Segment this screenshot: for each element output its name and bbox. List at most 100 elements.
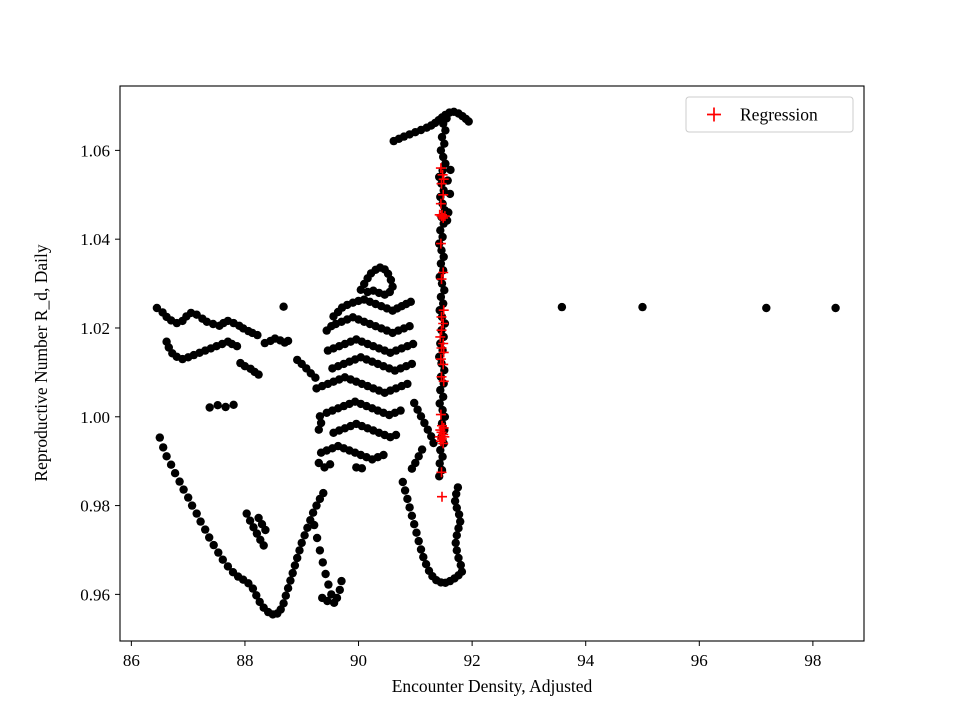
data-point-circle	[435, 399, 444, 408]
data-point-circle	[435, 459, 444, 468]
data-point-circle	[410, 520, 419, 529]
data-point-circle	[363, 287, 372, 297]
data-point-circle	[279, 599, 288, 608]
y-tick-label: 1.00	[80, 408, 110, 427]
data-point-circle	[175, 477, 184, 486]
data-point-circle	[155, 433, 164, 442]
data-point-circle	[451, 538, 460, 548]
data-point-circle	[223, 562, 233, 571]
data-point-plus	[438, 359, 449, 370]
data-point-circle	[420, 418, 429, 428]
x-tick-label: 88	[236, 651, 253, 670]
data-point-circle	[152, 303, 162, 313]
data-point-circle	[205, 533, 214, 542]
data-point-circle	[314, 458, 323, 468]
data-point-circle	[400, 486, 410, 495]
data-point-plus	[438, 174, 449, 185]
data-point-circle	[252, 591, 261, 600]
data-point-circle	[332, 593, 342, 603]
data-point-circle	[405, 503, 414, 512]
data-point-plus	[435, 163, 446, 174]
data-point-circle	[407, 464, 417, 473]
data-point-circle	[252, 529, 262, 538]
legend-box	[685, 96, 854, 133]
legend-plus-marker-icon	[707, 107, 721, 122]
data-point-circle	[286, 576, 295, 585]
data-point-circle	[436, 226, 445, 235]
data-point-circle	[423, 425, 432, 434]
data-point-circle	[170, 469, 180, 478]
data-point-circle	[314, 425, 323, 434]
y-tick-label: 0.98	[80, 497, 110, 516]
data-point-plus	[438, 376, 449, 387]
data-point-circle	[283, 584, 293, 593]
axes-ticks: 86 88 90 92 94 96 98 0.96 0.98 1.00 1.02 1.04 1.06	[80, 141, 821, 670]
data-point-circle	[279, 302, 288, 311]
data-point-circle	[213, 401, 222, 410]
data-point-circle	[325, 460, 335, 469]
data-point-circle	[464, 117, 473, 126]
data-point-plus	[436, 325, 447, 336]
data-point-circle	[557, 302, 567, 312]
data-point-circle	[312, 501, 321, 510]
series-Regression	[434, 163, 450, 502]
data-point-circle	[315, 412, 325, 421]
data-point-plus	[436, 343, 447, 353]
data-point-circle	[408, 339, 418, 349]
data-point-plus	[435, 409, 446, 420]
data-point-circle	[454, 510, 464, 519]
data-point-plus	[435, 354, 446, 365]
data-point-circle	[337, 576, 346, 586]
data-point-circle	[427, 432, 436, 441]
y-tick-label: 1.02	[80, 319, 110, 338]
data-point-circle	[166, 460, 176, 469]
data-point-plus	[437, 169, 448, 180]
data-point-plus	[436, 371, 447, 382]
data-point-circle	[253, 330, 262, 340]
data-point-circle	[437, 132, 447, 142]
data-point-circle	[208, 319, 218, 329]
data-point-circle	[446, 165, 455, 175]
data-point-plus	[438, 438, 449, 449]
data-point-circle	[300, 531, 309, 540]
data-point-circle	[450, 496, 460, 506]
data-point-circle	[439, 392, 448, 401]
data-point-circle	[229, 400, 238, 409]
data-point-circle	[405, 322, 414, 331]
data-point-circle	[436, 385, 445, 395]
data-point-circle	[242, 509, 251, 518]
data-point-circle	[429, 438, 438, 448]
data-point-circle	[321, 569, 330, 579]
data-point-circle	[391, 430, 401, 440]
data-point-circle	[762, 303, 771, 313]
x-tick-label: 92	[464, 651, 481, 670]
data-point-circle	[311, 373, 320, 382]
data-point-plus	[438, 338, 449, 349]
data-point-circle	[436, 445, 445, 455]
data-point-circle	[439, 152, 448, 162]
data-point-circle	[445, 189, 455, 199]
data-point-circle	[831, 303, 840, 313]
data-point-circle	[315, 546, 325, 555]
data-points	[152, 107, 840, 619]
data-point-circle	[452, 489, 461, 499]
x-tick-label: 90	[350, 651, 367, 670]
data-point-circle	[254, 370, 263, 379]
y-tick-label: 1.06	[80, 141, 110, 160]
data-point-plus	[438, 305, 449, 316]
data-point-circle	[293, 553, 302, 563]
y-tick-label: 1.04	[80, 230, 110, 249]
data-point-circle	[283, 336, 293, 346]
data-point-circle	[295, 546, 304, 555]
data-point-circle	[452, 546, 461, 555]
data-point-circle	[456, 517, 465, 526]
data-point-circle	[386, 275, 396, 285]
data-point-plus	[437, 209, 447, 220]
series-simulation-points	[152, 107, 840, 619]
data-point-plus	[436, 467, 447, 478]
data-point-circle	[457, 567, 467, 576]
data-point-plus	[438, 267, 449, 278]
data-point-circle	[179, 485, 188, 494]
